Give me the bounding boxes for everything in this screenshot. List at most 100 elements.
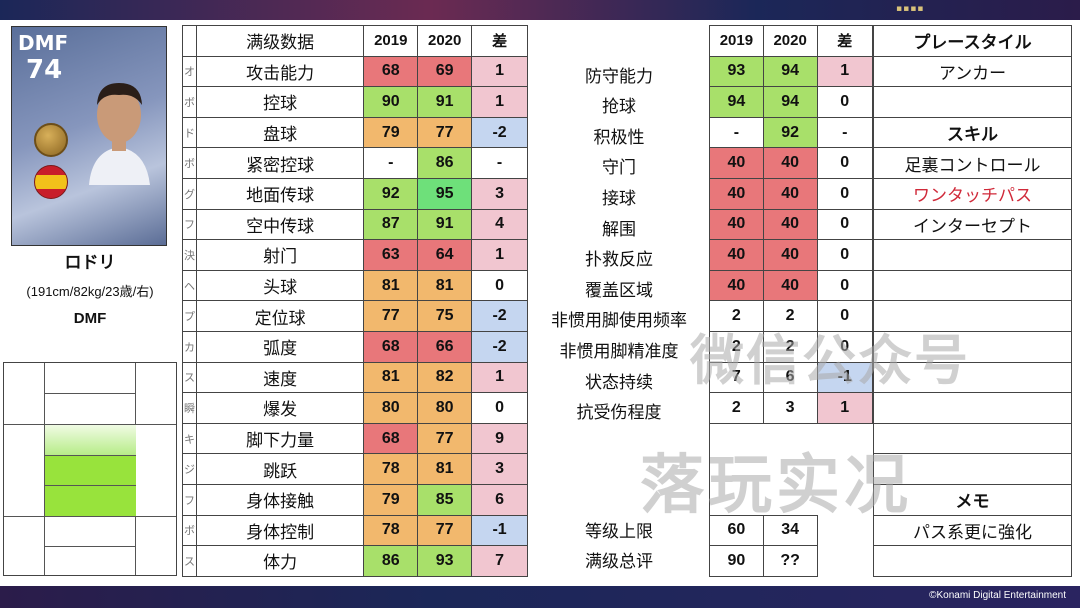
edge-cell: ス (182, 361, 197, 394)
stat-2020: 91 (417, 208, 473, 241)
table-row: ド盘球 79 77 -2 (182, 116, 528, 149)
edge-cell: オ (182, 55, 197, 88)
empty-cell (709, 423, 764, 454)
empty-cell (816, 545, 873, 577)
empty-cell (873, 300, 1072, 332)
empty-cell (873, 330, 1072, 363)
table-row: フ空中传球 87 91 4 (182, 208, 528, 241)
stat-2020: 3 (762, 392, 818, 424)
defense-label: 守门 (602, 158, 636, 179)
empty-cell (873, 453, 1072, 485)
bottom-banner (0, 586, 1080, 608)
stat-2019: 68 (363, 422, 419, 455)
stat-label: 头球 (195, 269, 365, 302)
stat-2020: 6 (762, 361, 818, 394)
field-line (4, 516, 176, 517)
stat-label: 身体控制 (195, 514, 365, 547)
memo-header: メモ (873, 483, 1072, 516)
stat-label: 脚下力量 (195, 422, 365, 455)
playstyle-skill-table: プレースタイル アンカー スキル 足裏コントロール ワンタッチパス インターセプ… (873, 25, 1072, 577)
stat-2020: 2 (762, 300, 818, 332)
edge-cell: フ (182, 483, 197, 516)
stat-diff: 4 (471, 208, 528, 241)
stat-label: 射门 (195, 239, 365, 271)
player-portrait (89, 83, 150, 185)
table-row: ヘ头球 81 81 0 (182, 269, 528, 302)
stat-label: 紧密控球 (195, 147, 365, 179)
summary-label: 等级上限 (585, 521, 653, 542)
stat-2019: 90 (363, 86, 419, 118)
stat-diff: - (816, 116, 873, 149)
position-map (3, 362, 177, 576)
stat-2019: 80 (363, 392, 419, 424)
stat-2019: 68 (363, 330, 419, 363)
summary-label: 满级总评 (585, 552, 653, 573)
stat-2019: - (709, 116, 764, 149)
table-row: 94 94 0 (709, 86, 873, 118)
stat-2020: 34 (762, 514, 818, 547)
player-name: ロドリ (64, 253, 116, 273)
defense-label: 非惯用脚使用频率 (551, 311, 687, 332)
stat-diff: 3 (471, 453, 528, 485)
header-2019: 2019 (363, 25, 419, 57)
stat-2020: 2 (762, 330, 818, 363)
stat-2020: 82 (417, 361, 473, 394)
stat-label: 攻击能力 (195, 55, 365, 88)
stat-2020: 69 (417, 55, 473, 88)
stat-2020: 94 (762, 86, 818, 118)
table-row: 7 6 -1 (709, 361, 873, 394)
summary-row: 90?? (709, 545, 873, 577)
table-row: ボ控球 90 91 1 (182, 86, 528, 118)
stat-diff: - (471, 147, 528, 179)
stat-diff: 7 (471, 545, 528, 577)
table-row: ジ跳跃 78 81 3 (182, 453, 528, 485)
stat-diff: 6 (471, 483, 528, 516)
stat-2020: 81 (417, 453, 473, 485)
stat-diff: 0 (816, 239, 873, 271)
stat-label: 地面传球 (195, 177, 365, 210)
position-zone-primary (45, 456, 136, 485)
empty-cell (763, 423, 817, 454)
stat-diff: 0 (816, 86, 873, 118)
stat-2020: 64 (417, 239, 473, 271)
edge-cell: ボ (182, 147, 197, 179)
stat-diff: 0 (816, 208, 873, 241)
field-line (44, 485, 136, 486)
edge-cell: グ (182, 177, 197, 210)
table-row: 瞬爆发 80 80 0 (182, 392, 528, 424)
table-row: グ地面传球 92 95 3 (182, 177, 528, 210)
empty-cell (817, 484, 873, 515)
skills-header: スキル (873, 116, 1072, 149)
stat-diff: 1 (471, 239, 528, 271)
defense-label: 扑救反应 (585, 250, 653, 271)
stat-2019: 90 (709, 545, 764, 577)
stat-2019: 79 (363, 116, 419, 149)
stat-2019: 40 (709, 208, 764, 241)
stat-diff: 0 (471, 269, 528, 302)
stat-diff: 0 (816, 147, 873, 179)
empty-cell (873, 86, 1072, 118)
edge-cell: カ (182, 330, 197, 363)
spacer-row (709, 423, 873, 454)
stat-diff: 0 (471, 392, 528, 424)
stat-2019: 63 (363, 239, 419, 271)
position-zone-primary (45, 486, 136, 516)
stat-2019: 81 (363, 269, 419, 302)
empty-cell (709, 484, 764, 515)
defense-label: 抢球 (602, 97, 636, 118)
header-2019: 2019 (709, 25, 764, 57)
stat-2019: 87 (363, 208, 419, 241)
player-info: (191cm/82kg/23歳/右) (26, 284, 154, 299)
edge-cell: フ (182, 208, 197, 241)
defense-label: 积极性 (593, 127, 645, 148)
defense-label: 防守能力 (585, 66, 653, 87)
stat-2019: 78 (363, 453, 419, 485)
stat-2019: 60 (709, 514, 764, 547)
edge-cell: プ (182, 300, 197, 332)
table-row: カ弧度 68 66 -2 (182, 330, 528, 363)
empty-cell (873, 422, 1072, 455)
stat-diff: -1 (816, 361, 873, 394)
stat-2020: ?? (762, 545, 818, 577)
stat-diff: 1 (471, 55, 528, 88)
